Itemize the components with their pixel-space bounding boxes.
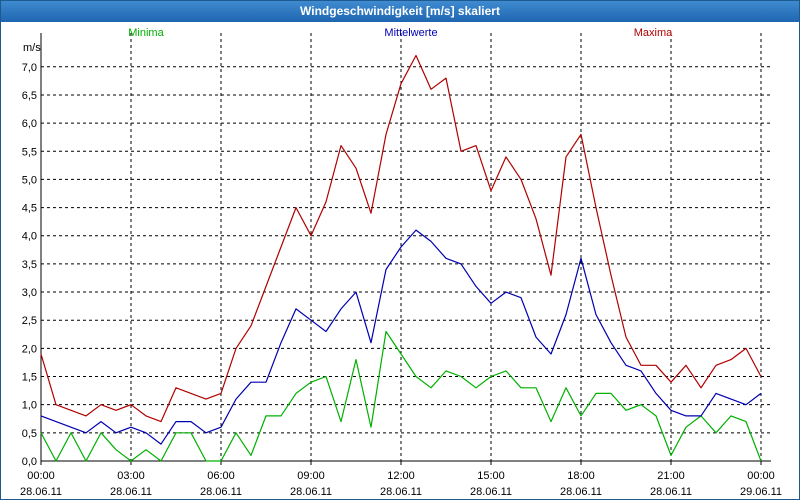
legend-minima: Minima — [128, 27, 164, 39]
y-tick-label: 3,0 — [22, 287, 37, 299]
x-tick-date: 28.06.11 — [470, 486, 512, 498]
y-tick-label: 6,0 — [22, 118, 37, 130]
x-tick-date: 28.06.11 — [650, 486, 692, 498]
grid — [40, 33, 771, 465]
y-tick-label: 2,5 — [22, 315, 37, 327]
y-axis-label: m/s — [23, 42, 41, 54]
x-tick-time: 18:00 — [567, 470, 595, 482]
series-line-minima — [40, 330, 762, 462]
y-tick-label: 0,0 — [22, 456, 37, 468]
y-tick-label: 5,0 — [22, 174, 37, 186]
x-tick-time: 21:00 — [657, 470, 685, 482]
series-line-mittelwerte — [40, 229, 762, 445]
y-tick-label: 1,0 — [22, 400, 37, 412]
x-tick-time: 09:00 — [297, 470, 325, 482]
x-tick-date: 28.06.11 — [20, 486, 62, 498]
x-tick-time: 00:00 — [27, 470, 55, 482]
legend-mittelwerte: Mittelwerte — [384, 27, 437, 39]
x-tick-date: 29.06.11 — [740, 486, 782, 498]
series-line-maxima — [40, 54, 762, 423]
y-tick-label: 1,5 — [22, 372, 37, 384]
x-tick-time: 06:00 — [207, 470, 235, 482]
y-tick-label: 3,5 — [22, 259, 37, 271]
y-tick-label: 4,5 — [22, 203, 37, 215]
y-tick-label: 7,0 — [22, 62, 37, 74]
y-tick-label: 5,5 — [22, 146, 37, 158]
legend-maxima: Maxima — [634, 27, 673, 39]
x-tick-time: 15:00 — [477, 470, 505, 482]
x-tick-time: 00:00 — [747, 470, 775, 482]
x-tick-date: 28.06.11 — [200, 486, 242, 498]
y-tick-label: 4,0 — [22, 231, 37, 243]
series-lines — [40, 54, 762, 462]
x-tick-date: 28.06.11 — [560, 486, 602, 498]
y-tick-label: 2,0 — [22, 343, 37, 355]
x-tick-date: 28.06.11 — [110, 486, 152, 498]
x-axis: 00:00 28.06.11 03:00 28.06.11 06:00 28.06.11 0… — [20, 470, 782, 498]
y-tick-label: 6,5 — [22, 90, 37, 102]
x-tick-date: 28.06.11 — [380, 486, 422, 498]
y-axis: 0,0 0,5 1,0 1,5 2,0 2,5 3,0 3,5 4,0 4,5 5,0 5,5 6,0 6… — [22, 62, 37, 468]
chart-title: Windgeschwindigkeit [m/s] skaliert — [1, 1, 799, 22]
legend: Minima Mittelwerte Maxima — [128, 27, 673, 39]
x-tick-time: 03:00 — [117, 470, 145, 482]
y-tick-label: 0,5 — [22, 428, 37, 440]
x-tick-date: 28.06.11 — [290, 486, 332, 498]
x-tick-time: 12:00 — [387, 470, 415, 482]
